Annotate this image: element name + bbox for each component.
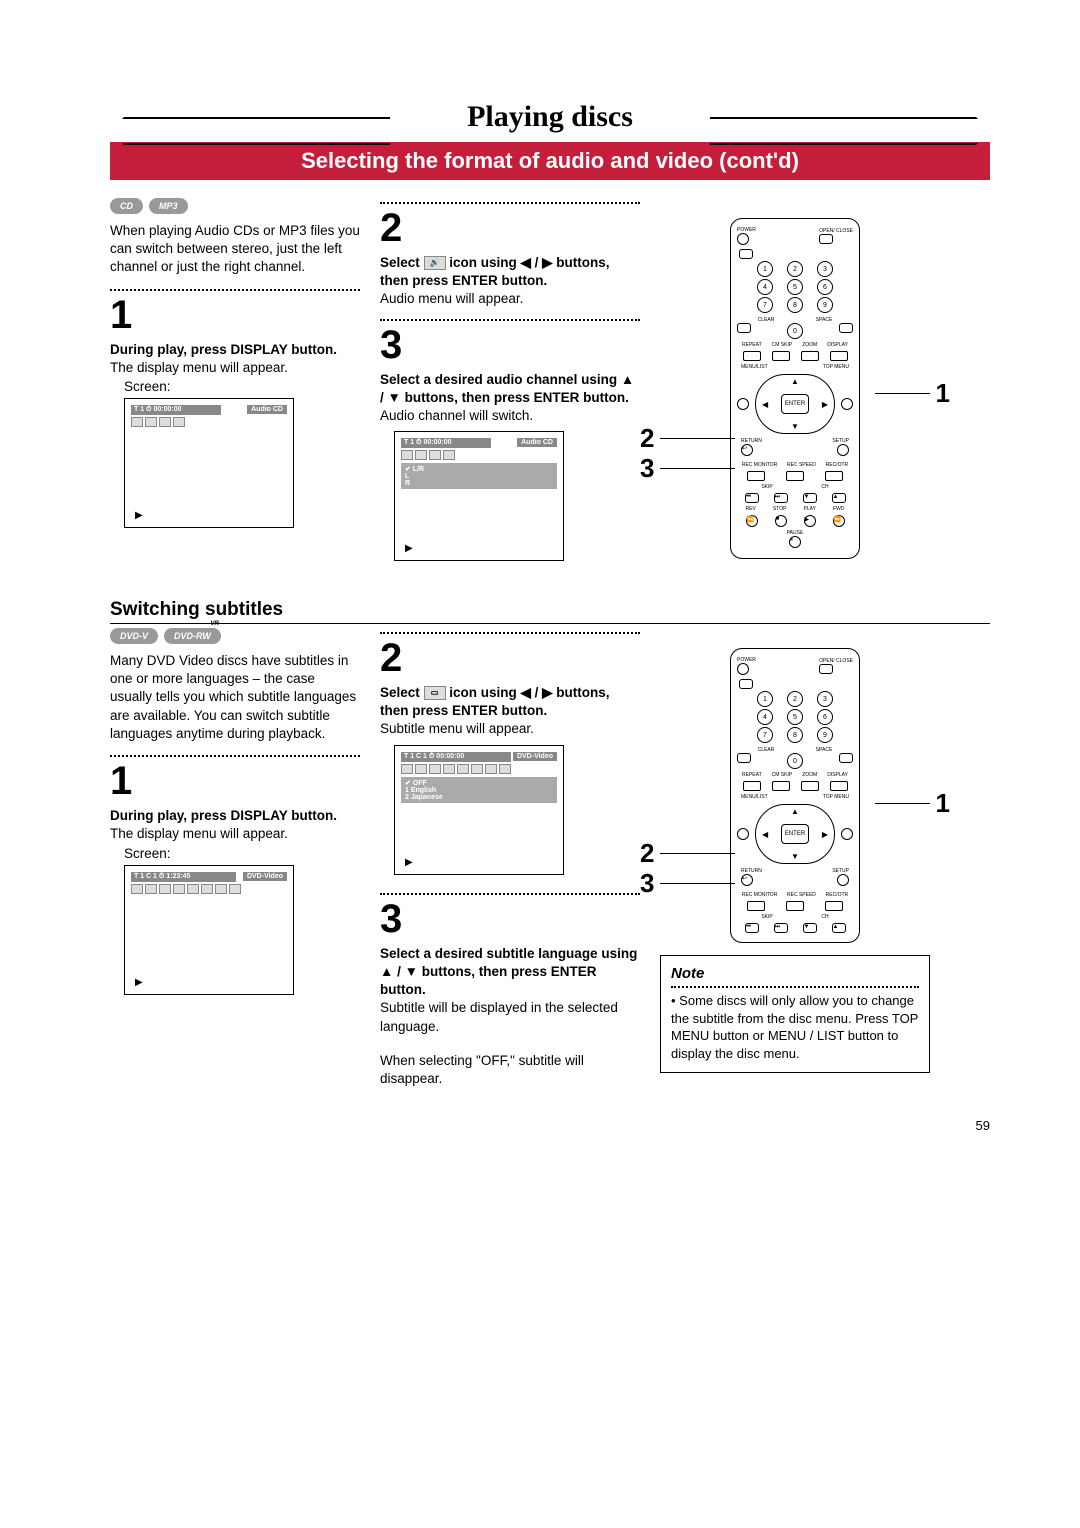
sub-step-3-plain1: Subtitle will be displayed in the select… <box>380 999 640 1035</box>
step-2-result: Audio menu will appear. <box>380 290 640 308</box>
sub-screen-1: T 1 C 1 ⏱ 1:23:45 DVD-Video ▶ <box>124 865 294 995</box>
disc-icons-row: CD MP3 <box>110 198 360 214</box>
step-3-number: 3 <box>380 325 640 365</box>
sub-screen-2: T 1 C 1 ⏱ 00:00:00 DVD-Video ✔ OFF 1 Eng… <box>394 745 564 875</box>
step-1-number: 1 <box>110 295 360 335</box>
screen-label: Screen: <box>124 379 360 394</box>
sub-step-2-num: 2 <box>380 638 640 678</box>
sub-step-2-bold: Select ▭ icon using ◀ / ▶ buttons, then … <box>380 684 640 720</box>
sub-step-1-plain: The display menu will appear. <box>110 825 360 843</box>
step-2-number: 2 <box>380 208 640 248</box>
step-3-result: Audio channel will switch. <box>380 407 640 425</box>
sub-step-1-num: 1 <box>110 761 360 801</box>
note-body: • Some discs will only allow you to chan… <box>671 992 919 1062</box>
step-2-instruction: Select 🔊 icon using ◀ / ▶ buttons, then … <box>380 254 640 290</box>
page-number: 59 <box>110 1118 990 1133</box>
play-icon: ▶ <box>135 510 143 521</box>
manual-page: Before you start Connections Getting sta… <box>0 0 1080 1173</box>
intro-text: When playing Audio CDs or MP3 files you … <box>110 222 360 277</box>
chapter-title: Playing discs <box>110 100 990 134</box>
section-bar: Selecting the format of audio and video … <box>110 142 990 180</box>
callout-2: 2 <box>640 423 654 454</box>
sub-callout-3: 3 <box>640 868 654 899</box>
sub-callout-1: 1 <box>936 788 950 819</box>
step-1-instruction: During play, press DISPLAY button. <box>110 341 360 359</box>
note-box: Note • Some discs will only allow you to… <box>660 955 930 1073</box>
dotted-rule <box>110 289 360 291</box>
section-audio: CD MP3 When playing Audio CDs or MP3 fil… <box>110 198 990 569</box>
sub-step-3-plain2: When selecting "OFF," subtitle will disa… <box>380 1052 640 1088</box>
sub-step-3-bold: Select a desired subtitle language using… <box>380 945 640 1000</box>
screen-hdr: T 1 ⏱ 00:00:00 <box>134 406 181 414</box>
disc-icon-mp3: MP3 <box>149 198 188 214</box>
subtitle-intro: Many DVD Video discs have subtitles in o… <box>110 652 360 743</box>
audio-icon: 🔊 <box>424 256 446 270</box>
screen-badge: Audio CD <box>247 405 287 414</box>
subtitle-icon: ▭ <box>424 686 446 700</box>
sub-step-2-plain: Subtitle menu will appear. <box>380 720 640 738</box>
sub-step-3-num: 3 <box>380 899 640 939</box>
sub-step-1-bold: During play, press DISPLAY button. <box>110 807 360 825</box>
step-1-result: The display menu will appear. <box>110 359 360 377</box>
section-subtitles: DVD-V DVD-RW VR Many DVD Video discs hav… <box>110 628 990 1088</box>
callout-3: 3 <box>640 453 654 484</box>
step-3-instruction: Select a desired audio channel using ▲ /… <box>380 371 640 407</box>
disc-icon-dvdrw: DVD-RW VR <box>164 628 221 644</box>
disc-icon-dvdv: DVD-V <box>110 628 158 644</box>
sub-callout-2: 2 <box>640 838 654 869</box>
remote-control-1: POWER OPEN/ CLOSE 123 456 789 CLEARSPACE… <box>730 218 860 559</box>
disc-icon-cd: CD <box>110 198 143 214</box>
remote-control-2: POWER OPEN/ CLOSE 123 456 789 CLEARSPACE… <box>730 648 860 943</box>
note-title: Note <box>671 964 919 984</box>
subsection-title: Switching subtitles <box>110 599 990 624</box>
callout-1: 1 <box>936 378 950 409</box>
screen-mock-1: T 1 ⏱ 00:00:00 Audio CD ▶ <box>124 398 294 528</box>
screen-mock-3: T 1 ⏱ 00:00:00 Audio CD ✔ L/R L R ▶ <box>394 431 564 561</box>
